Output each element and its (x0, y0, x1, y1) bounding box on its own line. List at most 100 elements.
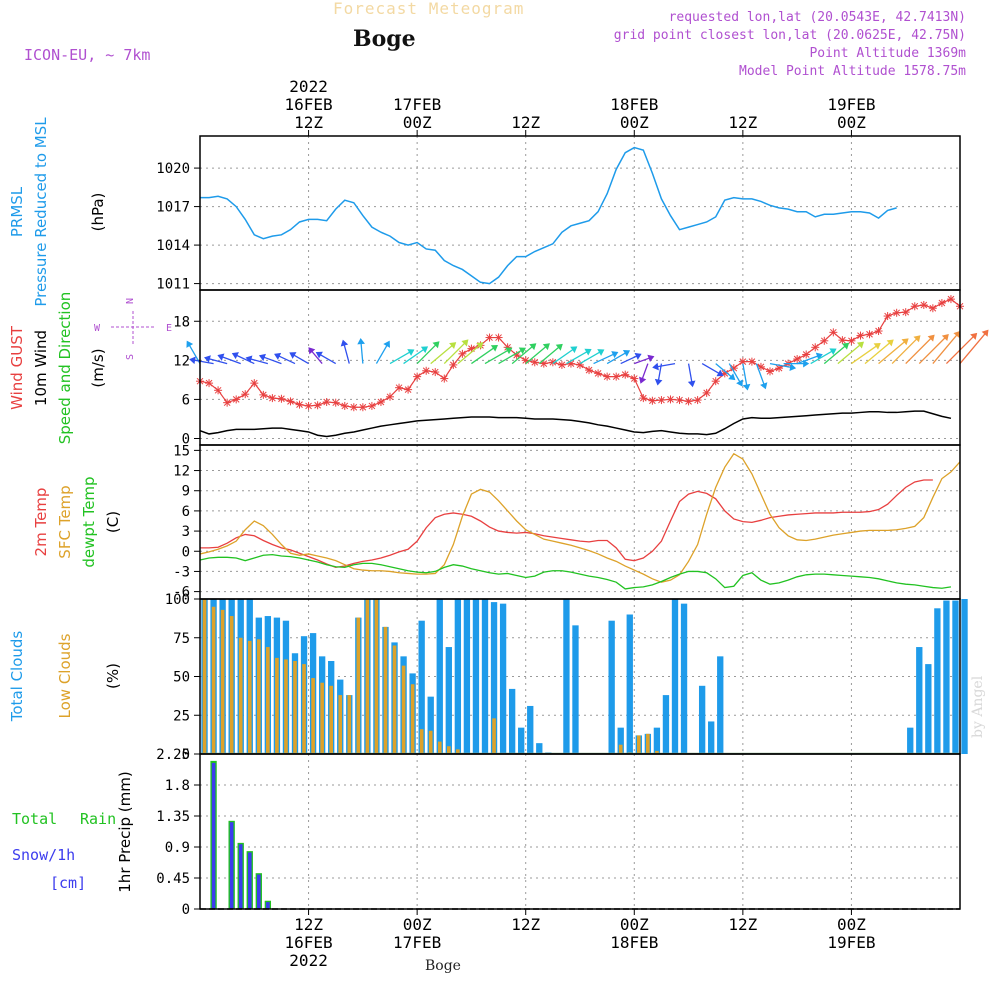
station-name: Boge (353, 26, 416, 52)
precip-label-total: Total (12, 810, 57, 828)
total-cloud-bar (436, 599, 443, 754)
bottom-hour-label: 12Z (511, 915, 540, 934)
y-tick-label: 1020 (156, 161, 190, 177)
low-cloud-bar (383, 626, 388, 754)
gust-marker (648, 396, 657, 405)
wind-arrow (837, 341, 865, 365)
wind-arrow (289, 352, 309, 365)
y-tick-label: 3 (182, 524, 190, 540)
top-hour-label: 12Z (511, 113, 540, 132)
low-cloud-bar (338, 695, 343, 754)
y-tick-label: 25 (173, 708, 190, 724)
total-cloud-bar (907, 727, 914, 754)
wind-arrow (652, 362, 676, 371)
y-tick-label: 0 (182, 544, 190, 560)
total-cloud-bar (916, 647, 923, 754)
y-tick-label: 0 (182, 431, 190, 447)
wind-arrow (687, 363, 696, 388)
total-cloud-bar (934, 608, 941, 754)
top-hour-label: 00Z (837, 113, 866, 132)
gust-marker (702, 388, 711, 397)
gust-marker (847, 336, 856, 345)
low-cloud-bar (275, 657, 279, 754)
wind-arrow (203, 355, 228, 365)
gust-marker (241, 390, 250, 399)
gust-marker (349, 403, 358, 412)
gust-marker (892, 308, 901, 317)
wind-arrow (511, 343, 537, 365)
wind-arrow (769, 362, 797, 371)
bottom-date-label: 18FEB (610, 933, 658, 952)
wind-arrow (918, 334, 949, 365)
gust-marker (594, 369, 603, 378)
compass-e: E (166, 323, 172, 334)
gust-marker (919, 300, 928, 309)
total-cloud-bar (617, 727, 624, 754)
low-cloud-bar (410, 684, 415, 754)
gust-marker (214, 386, 223, 395)
total-cloud-bar (563, 599, 570, 754)
wind-arrow (620, 352, 642, 365)
wind-label-dir: Speed and Direction (56, 292, 74, 445)
gust-marker (883, 312, 892, 321)
gust-marker (747, 357, 756, 366)
gust-marker (395, 383, 404, 392)
total-cloud-bar (536, 743, 543, 754)
precip-unit: 1hr Precip (mm) (116, 771, 134, 892)
wind-arrow (742, 363, 751, 391)
wind-arrow (823, 342, 850, 365)
wind-arrow (416, 341, 440, 365)
wind-arrow (258, 353, 282, 365)
wind-arrow (403, 346, 429, 365)
gust-marker (485, 333, 494, 342)
total-cloud-bar (961, 599, 968, 754)
gust-marker (404, 385, 413, 394)
gust-marker (693, 396, 702, 405)
gust-marker (358, 403, 367, 412)
low-cloud-bar (365, 599, 370, 754)
low-cloud-bar (229, 616, 234, 754)
wind-arrow (217, 353, 241, 365)
total-cloud-bar (662, 695, 670, 754)
low-cloud-bar (311, 678, 315, 754)
wind-arrow (538, 343, 563, 365)
gust-marker (937, 299, 946, 308)
wind-arrow (864, 339, 894, 365)
low-cloud-bar (456, 749, 460, 754)
gust-marker (711, 377, 720, 386)
snow-bar (229, 822, 234, 909)
wind-arrow (796, 352, 823, 365)
bottom-hour-label: 12Z (294, 915, 323, 934)
y-tick-label: 1011 (156, 277, 190, 293)
gust-marker (530, 358, 539, 367)
gust-marker (422, 366, 431, 375)
gust-marker (539, 359, 548, 368)
gust-marker (295, 400, 304, 409)
precip-label-rain: Rain (80, 810, 116, 828)
wind-arrow (389, 349, 415, 365)
y-tick-label: 1.35 (156, 809, 190, 825)
low-cloud-bar (428, 730, 433, 754)
y-tick-label: 12 (173, 353, 190, 369)
low-cloud-bar (257, 639, 261, 754)
y-tick-label: 100 (165, 592, 190, 608)
bottom-date-label: 16FEB (284, 933, 332, 952)
bottom-date-label: 17FEB (393, 933, 441, 952)
compass-w: W (94, 323, 101, 334)
bottom-hour-label: 00Z (837, 915, 866, 934)
y-tick-label: 0 (182, 902, 190, 918)
wind-arrow (274, 352, 296, 365)
total-cloud-bar (608, 620, 615, 754)
gust-marker (205, 379, 214, 388)
snow-bar (238, 844, 243, 909)
y-tick-label: 0.9 (165, 840, 190, 856)
y-tick-label: 18 (173, 314, 190, 330)
top-date-label: 18FEB (610, 95, 658, 114)
wind-arrow (457, 342, 484, 365)
gust-marker (865, 330, 874, 339)
low-cloud-bar (211, 606, 216, 754)
clouds-unit: (%) (104, 663, 122, 689)
wind-arrow (231, 352, 255, 365)
wind-arrow (566, 348, 592, 365)
